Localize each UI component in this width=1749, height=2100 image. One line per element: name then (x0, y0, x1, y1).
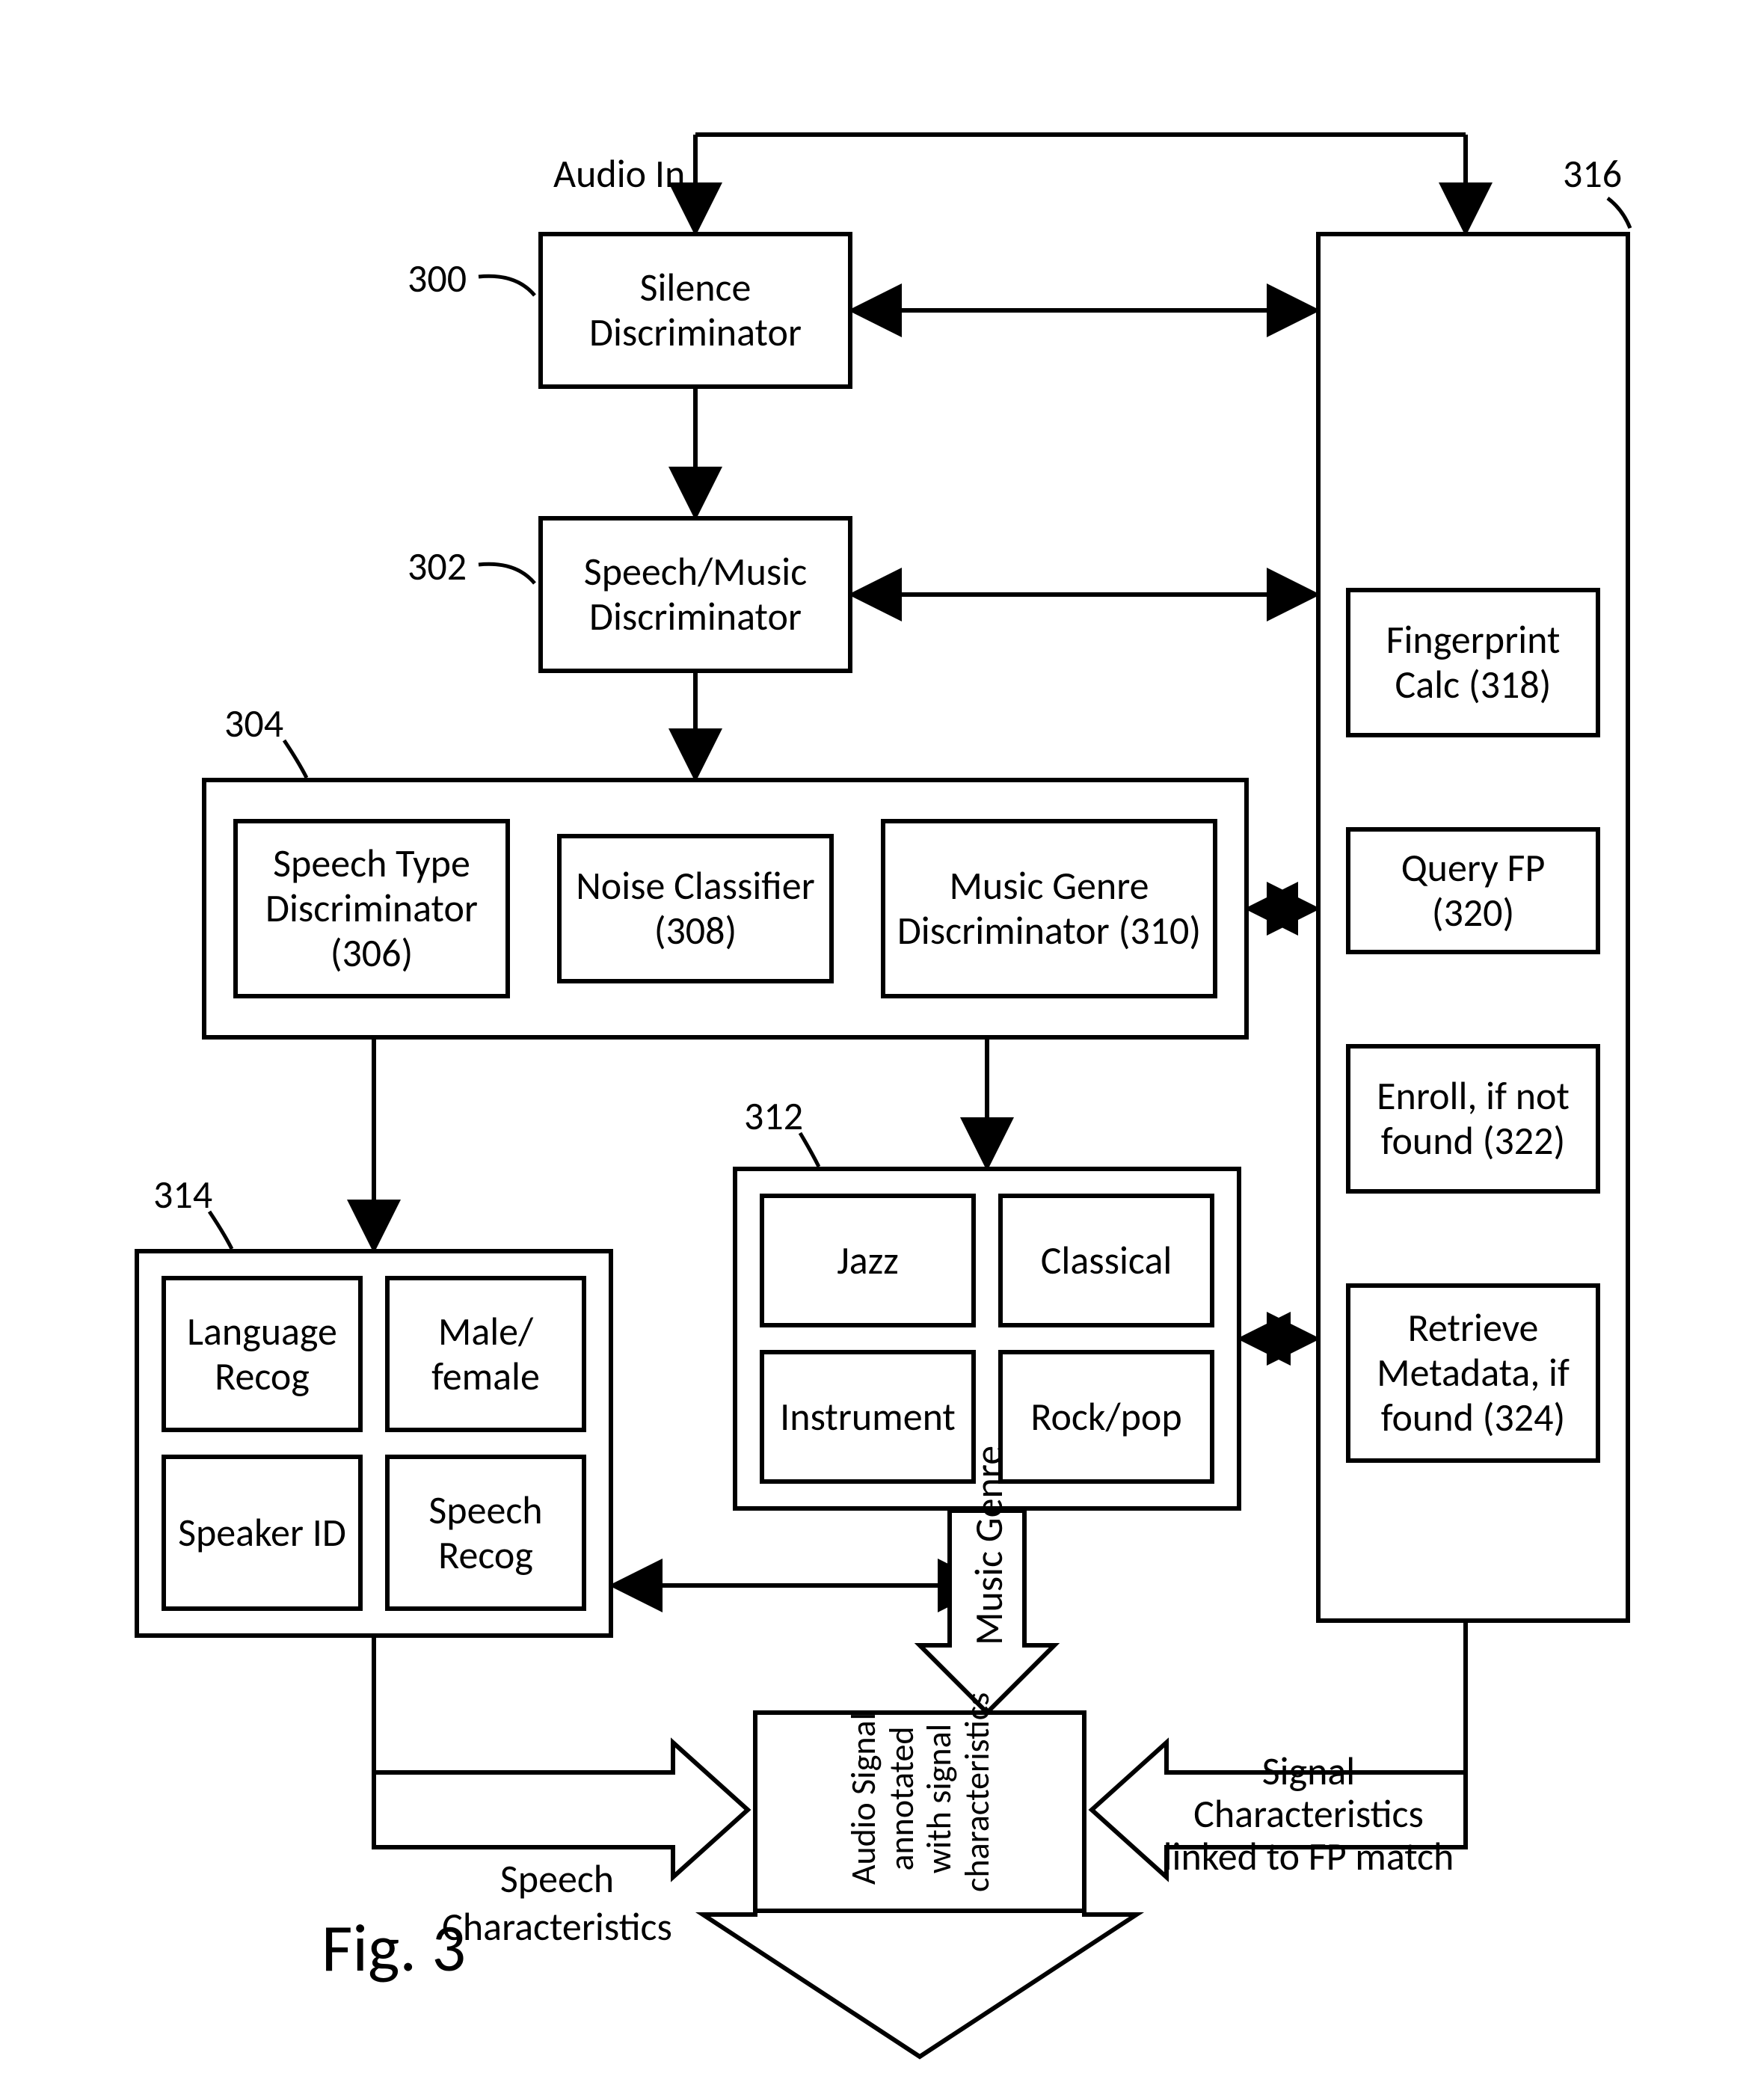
speech-type-box: Speech Type Discriminator (306) (233, 819, 510, 998)
rockpop-box: Rock/pop (998, 1350, 1214, 1484)
ref-302: 302 (408, 542, 467, 590)
jazz-text: Jazz (837, 1238, 899, 1283)
retrieve-text: Retrieve Metadata, if found (324) (1356, 1306, 1590, 1440)
male-female-text: Male/ female (396, 1310, 576, 1399)
audio-in-label: Audio In (553, 150, 685, 197)
rockpop-text: Rock/pop (1030, 1395, 1181, 1440)
silence-discriminator-text: Silence Discriminator (550, 265, 840, 355)
figure-label: Fig. 3 (322, 1907, 466, 1989)
ref-314: 314 (153, 1170, 212, 1218)
ref-312: 312 (744, 1092, 803, 1140)
speaker-id-text: Speaker ID (178, 1511, 346, 1556)
group-314-box: Language Recog Male/ female Speaker ID S… (135, 1249, 613, 1638)
retrieve-box: Retrieve Metadata, if found (324) (1346, 1283, 1600, 1463)
query-fp-text: Query FP (320) (1356, 846, 1590, 936)
language-recog-box: Language Recog (162, 1276, 363, 1432)
speech-music-discriminator-box: Speech/Music Discriminator (538, 516, 852, 673)
signal-characteristics-label: Signal Characteristics linked to FP matc… (1152, 1750, 1466, 1879)
instrument-box: Instrument (760, 1350, 976, 1484)
group-316-box: Fingerprint Calc (318) Query FP (320) En… (1316, 232, 1630, 1623)
enroll-box: Enroll, if not found (322) (1346, 1044, 1600, 1194)
speaker-id-box: Speaker ID (162, 1455, 363, 1611)
language-recog-text: Language Recog (172, 1310, 352, 1399)
jazz-box: Jazz (760, 1194, 976, 1327)
noise-classifier-box: Noise Classifier (308) (557, 834, 834, 983)
ref-300: 300 (408, 254, 467, 302)
speech-recog-box: Speech Recog (385, 1455, 586, 1611)
query-fp-box: Query FP (320) (1346, 827, 1600, 954)
male-female-box: Male/ female (385, 1276, 586, 1432)
music-genre-disc-text: Music Genre Discriminator (310) (891, 864, 1207, 954)
classical-box: Classical (998, 1194, 1214, 1327)
fingerprint-calc-box: Fingerprint Calc (318) (1346, 588, 1600, 737)
ref-316: 316 (1563, 150, 1622, 197)
music-genre-disc-box: Music Genre Discriminator (310) (881, 819, 1217, 998)
output-label-text: Audio Signal annotated with signal chara… (843, 1692, 998, 1892)
speech-music-discriminator-text: Speech/Music Discriminator (550, 550, 840, 639)
fingerprint-calc-text: Fingerprint Calc (318) (1356, 618, 1590, 707)
classical-text: Classical (1041, 1238, 1172, 1283)
speech-type-text: Speech Type Discriminator (306) (244, 841, 500, 975)
instrument-text: Instrument (780, 1395, 956, 1440)
group-304-box: Speech Type Discriminator (306) Noise Cl… (202, 778, 1249, 1040)
silence-discriminator-box: Silence Discriminator (538, 232, 852, 389)
ref-304: 304 (224, 699, 283, 747)
output-label-1: Audio Signal annotated with signal chara… (845, 1705, 996, 1892)
enroll-text: Enroll, if not found (322) (1356, 1074, 1590, 1164)
speech-recog-text: Speech Recog (396, 1488, 576, 1578)
music-genre-label: Music Genre (965, 1421, 1012, 1645)
noise-classifier-text: Noise Classifier (308) (568, 864, 823, 954)
